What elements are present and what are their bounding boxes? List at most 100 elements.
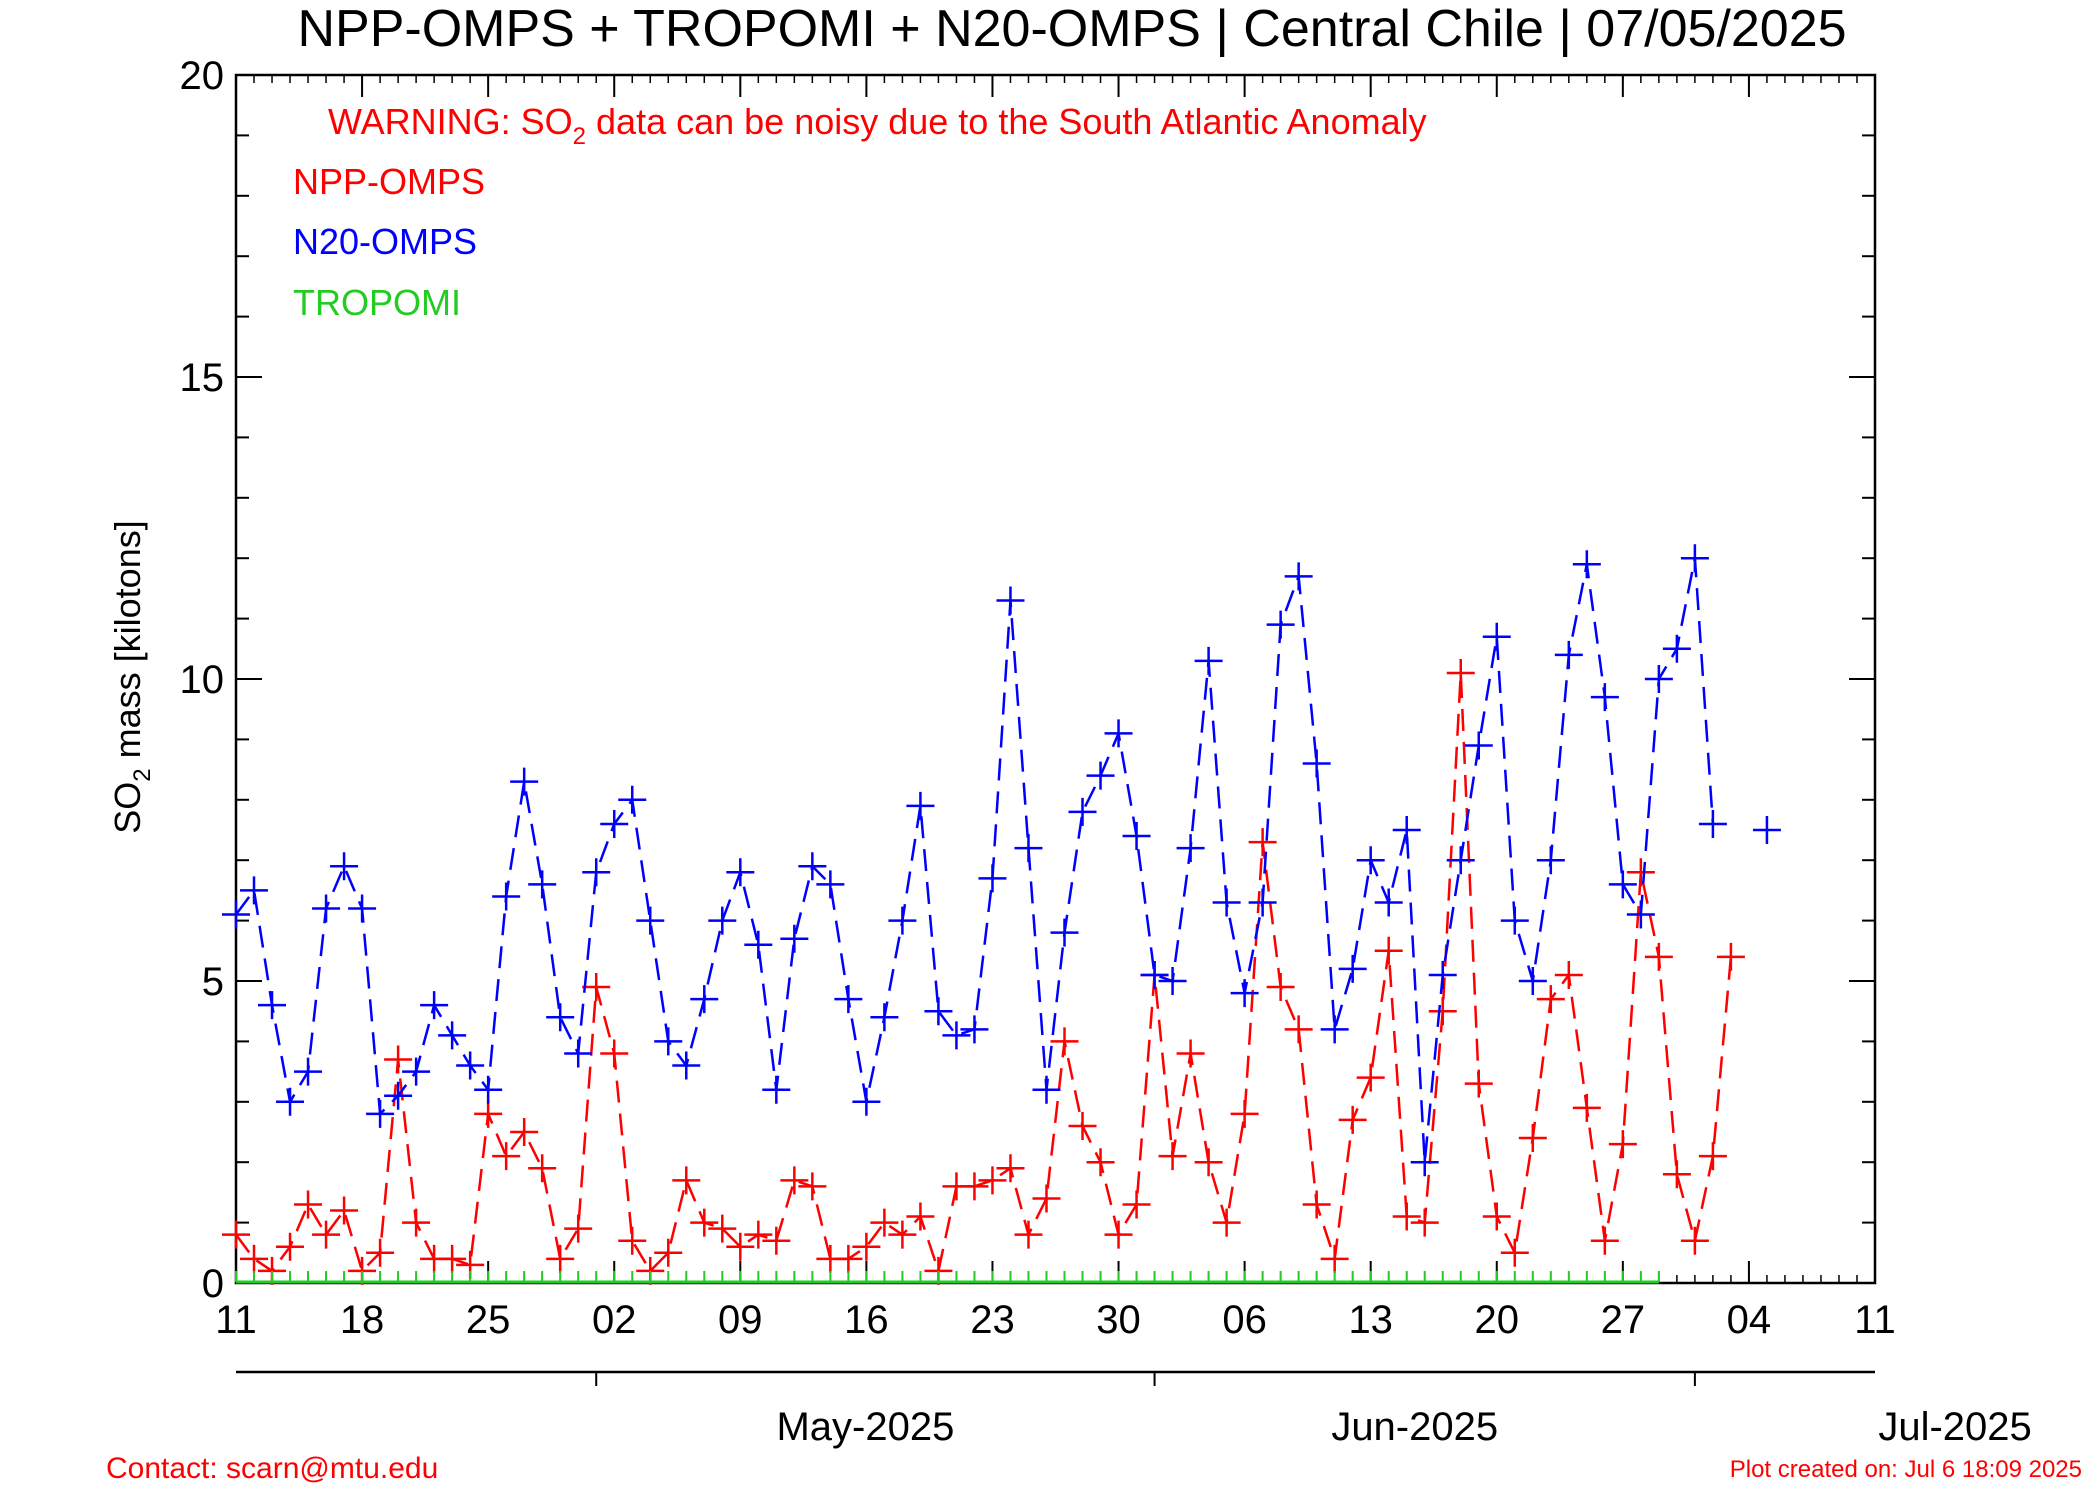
contact-text: Contact: scarn@mtu.edu — [106, 1452, 439, 1485]
data-point — [276, 1232, 305, 1261]
series-tropomi — [235, 1271, 1660, 1284]
data-point — [1698, 809, 1727, 838]
data-point — [780, 1166, 809, 1195]
data-point — [1320, 1244, 1349, 1273]
data-point — [258, 991, 287, 1020]
series-npp-omps — [222, 658, 1745, 1285]
y-axis: 0 5 10 15 20 — [180, 54, 1875, 1306]
data-point — [348, 894, 377, 923]
data-point — [1302, 1190, 1331, 1219]
plot-created-text: Plot created on: Jul 6 18:09 2025 — [1729, 1456, 2082, 1483]
data-point — [1626, 858, 1655, 887]
data-point — [1680, 544, 1709, 573]
y-tick-label: 5 — [202, 960, 224, 1004]
data-point — [1572, 1093, 1601, 1122]
data-point — [1464, 731, 1493, 760]
x-tick-label: 27 — [1601, 1298, 1646, 1342]
data-point — [330, 852, 359, 881]
data-point — [942, 1021, 971, 1050]
data-point — [870, 1208, 899, 1237]
data-point — [312, 1220, 341, 1249]
data-point — [1176, 1039, 1205, 1068]
data-point — [1644, 665, 1673, 693]
data-point — [1554, 640, 1583, 669]
data-point — [384, 1045, 413, 1074]
x-axis: 11 18 25 02 09 16 23 30 06 13 20 27 04 11 — [215, 75, 1896, 1342]
data-point — [852, 1087, 881, 1116]
x-tick-label: 20 — [1475, 1298, 1520, 1342]
month-axis: May-2025 Jun-2025 Jul-2025 — [236, 1370, 2032, 1449]
data-point — [600, 1039, 629, 1068]
data-point — [1104, 1220, 1133, 1249]
data-point — [420, 991, 449, 1020]
data-point — [1014, 834, 1043, 863]
data-point — [1608, 1130, 1637, 1159]
x-tick-label: 04 — [1727, 1298, 1772, 1342]
data-point — [1554, 960, 1583, 989]
data-point — [312, 894, 341, 923]
data-point — [1230, 1099, 1259, 1128]
data-point — [996, 586, 1025, 615]
data-point — [1446, 658, 1475, 687]
data-point — [1212, 1208, 1241, 1237]
data-point — [1158, 967, 1187, 995]
data-point — [1374, 936, 1403, 965]
data-point — [600, 809, 629, 838]
data-point — [960, 1015, 989, 1044]
data-point — [1248, 888, 1277, 917]
data-point — [546, 1003, 575, 1032]
data-point — [744, 930, 773, 959]
data-point — [1464, 1069, 1493, 1098]
data-point — [492, 882, 521, 911]
x-tick-label: 09 — [718, 1298, 763, 1342]
data-point — [1068, 797, 1097, 826]
data-point — [1230, 979, 1259, 1008]
data-point — [1266, 973, 1295, 1002]
data-point — [1140, 960, 1169, 989]
data-point — [276, 1087, 305, 1116]
data-point — [1590, 1226, 1619, 1255]
data-point — [726, 858, 755, 887]
series-line — [234, 672, 1733, 1276]
data-point — [1284, 562, 1313, 591]
y-axis-label-sub: 2 — [129, 768, 156, 781]
data-point — [708, 906, 737, 935]
data-point — [366, 1238, 395, 1267]
data-point — [780, 924, 809, 953]
data-point — [1356, 846, 1385, 875]
data-point — [1500, 1238, 1529, 1267]
x-tick-label: 25 — [466, 1298, 511, 1342]
data-point — [1194, 1148, 1223, 1177]
data-point — [888, 1220, 917, 1249]
series-layer — [222, 544, 1781, 1285]
data-point — [1338, 954, 1367, 983]
data-point — [1194, 646, 1223, 675]
data-point — [1032, 1184, 1061, 1213]
data-point — [1572, 550, 1601, 579]
data-point — [294, 1057, 323, 1086]
data-point — [1356, 1063, 1385, 1092]
y-axis-label-suffix: mass [kilotons] — [107, 520, 148, 768]
data-point — [492, 1142, 521, 1171]
data-point — [1104, 719, 1133, 748]
x-tick-label: 11 — [215, 1298, 257, 1342]
legend-entry-n20-omps: N20-OMPS — [293, 221, 477, 262]
y-axis-label: SO2 mass [kilotons] — [107, 520, 156, 833]
data-point — [582, 973, 611, 1002]
data-point — [1392, 816, 1421, 844]
data-point — [528, 1154, 557, 1183]
data-point — [798, 1172, 827, 1201]
data-point — [1032, 1075, 1061, 1104]
data-point — [1086, 1148, 1115, 1177]
x-tick-label: 11 — [1854, 1298, 1896, 1342]
data-point — [744, 1220, 773, 1249]
data-point — [636, 906, 665, 935]
data-point — [1662, 634, 1691, 663]
data-point — [708, 1214, 737, 1243]
warning-text: WARNING: SO2 data can be noisy due to th… — [328, 101, 1427, 150]
x-tick-label: 13 — [1348, 1298, 1393, 1342]
data-point — [1644, 942, 1673, 971]
data-point — [618, 785, 647, 814]
x-tick-label: 23 — [970, 1298, 1015, 1342]
